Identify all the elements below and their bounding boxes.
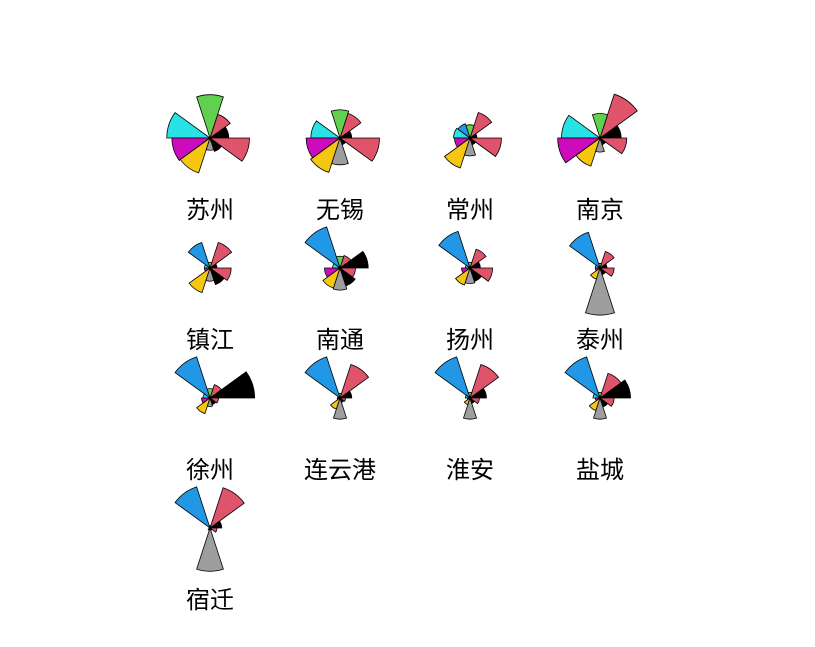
star-label: 南通 [316, 326, 364, 354]
segment-镇江-10 [208, 267, 232, 281]
segment-无锡-7 [310, 136, 341, 173]
star-扬州: 扬州 [438, 230, 494, 354]
star-label: 镇江 [186, 326, 234, 354]
star-宿迁: 宿迁 [174, 486, 245, 614]
star-南京: 南京 [557, 93, 638, 224]
segment-泰州-8 [584, 266, 616, 316]
segment-南通-2 [339, 254, 352, 270]
star-label: 常州 [446, 196, 494, 224]
segment-苏州-10 [208, 137, 250, 162]
star-常州: 常州 [443, 112, 502, 224]
star-label: 盐城 [576, 456, 624, 484]
star-label: 苏州 [186, 196, 234, 224]
segment-扬州-7 [454, 266, 471, 286]
segment-无锡-8 [331, 136, 349, 166]
segment-淮安-4 [434, 356, 471, 400]
segment-淮安-2 [469, 363, 500, 400]
segment-扬州-4 [438, 230, 471, 270]
segment-泰州-4 [569, 231, 601, 270]
star-label: 宿迁 [186, 586, 234, 614]
segment-盐城-5 [592, 393, 602, 399]
segment-连云港-2 [339, 363, 370, 400]
segment-扬州-2 [469, 248, 487, 270]
segment-苏州-5 [166, 112, 212, 139]
star-label: 无锡 [316, 196, 364, 224]
segment-南通-10 [338, 267, 356, 278]
segment-无锡-3 [330, 109, 350, 140]
segment-连云港-8 [332, 396, 348, 420]
star-淮安: 淮安 [434, 356, 500, 484]
segment-苏州-6 [171, 137, 212, 161]
segment-盐城-10 [598, 397, 615, 407]
segment-淮安-5 [464, 394, 472, 399]
star-镇江: 镇江 [186, 242, 234, 354]
segment-扬州-10 [468, 267, 493, 282]
star-label: 南京 [576, 196, 624, 224]
segment-淮安-8 [462, 396, 478, 420]
segment-南通-9 [339, 266, 356, 287]
segment-苏州-3 [196, 94, 224, 140]
segment-南京-2 [599, 93, 638, 140]
segment-南京-6 [557, 137, 602, 164]
segment-盐城-4 [564, 356, 601, 400]
segment-盐城-2 [599, 372, 622, 400]
segment-徐州-4 [174, 356, 211, 400]
segment-淮安-10 [468, 397, 480, 405]
segment-盐城-8 [592, 396, 608, 420]
segment-宿迁-8 [196, 526, 224, 572]
segment-常州-7 [443, 136, 471, 169]
segment-泰州-10 [598, 267, 615, 277]
star-连云港: 连云港 [304, 356, 376, 484]
segment-常州-5 [453, 127, 472, 139]
segment-盐城-1 [598, 379, 631, 399]
star-徐州: 徐州 [174, 356, 256, 484]
segment-无锡-10 [338, 137, 380, 162]
star-label: 徐州 [186, 456, 234, 484]
segment-南通-8 [332, 266, 348, 291]
segment-镇江-4 [187, 242, 211, 270]
segment-宿迁-4 [174, 486, 211, 530]
star-泰州: 泰州 [569, 231, 624, 354]
star-label: 泰州 [576, 326, 624, 354]
segment-南通-4 [304, 226, 341, 270]
segment-镇江-7 [188, 266, 211, 294]
segment-徐州-2 [209, 384, 222, 400]
segment-常州-8 [463, 136, 477, 157]
segment-宿迁-10 [208, 527, 218, 533]
segment-徐州-1 [208, 371, 256, 399]
segment-南京-10 [598, 137, 628, 155]
star-南通: 南通 [304, 226, 369, 354]
segment-常州-10 [468, 137, 502, 158]
star-无锡: 无锡 [305, 109, 380, 224]
segment-苏州-7 [179, 136, 211, 174]
segment-泰州-2 [599, 250, 615, 270]
star-label: 扬州 [446, 326, 494, 354]
segment-徐州-10 [208, 397, 219, 404]
segment-连云港-10 [338, 397, 347, 402]
star-苏州: 苏州 [166, 94, 250, 224]
segment-扬州-8 [464, 266, 476, 284]
segment-南京-3 [591, 113, 609, 140]
segment-南通-1 [338, 250, 369, 269]
segment-南京-8 [595, 136, 605, 153]
segment-连云港-4 [304, 356, 341, 400]
star-label: 连云港 [304, 456, 376, 484]
star-盐城: 盐城 [564, 356, 631, 484]
segment-徐州-7 [196, 396, 211, 415]
segment-宿迁-2 [209, 487, 245, 530]
segment-镇江-2 [209, 242, 233, 270]
segment-南京-7 [575, 136, 601, 167]
segment-常州-2 [469, 112, 493, 140]
star-label: 淮安 [446, 456, 494, 484]
segment-徐州-8 [206, 396, 214, 407]
